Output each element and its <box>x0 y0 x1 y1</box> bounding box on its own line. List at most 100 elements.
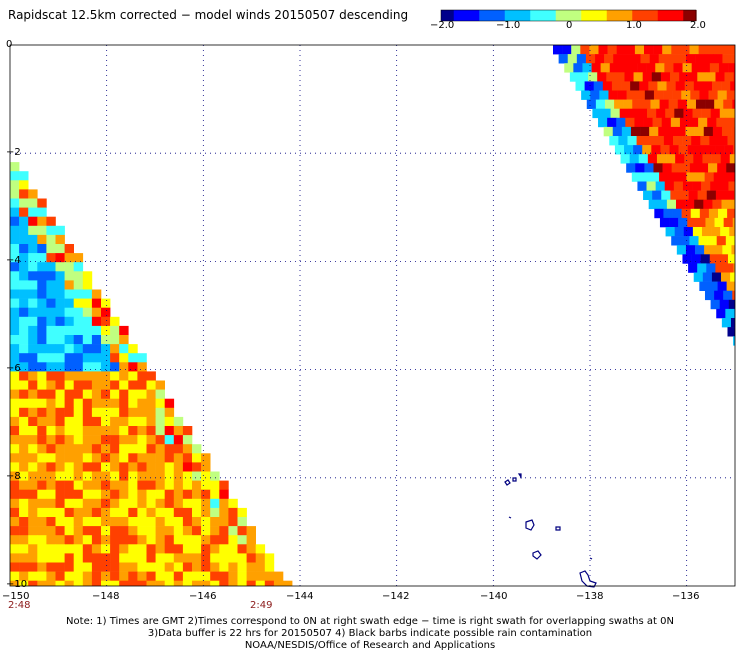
swath-cell <box>82 426 93 436</box>
swath-cell <box>725 236 735 246</box>
swath-cell <box>101 416 111 427</box>
swath-cell <box>164 535 175 545</box>
swath-cell <box>699 90 709 100</box>
swath-cell <box>82 407 93 418</box>
swath-cell <box>55 489 65 500</box>
swath-cell <box>28 189 38 199</box>
swath-cell <box>173 535 184 545</box>
swath-cell <box>678 145 689 155</box>
swath-cell <box>665 108 675 119</box>
swath-cell <box>137 489 147 500</box>
swath-cell <box>128 489 138 500</box>
swath-cell <box>635 90 646 100</box>
swath-cell <box>64 371 74 381</box>
swath-cell <box>37 553 47 563</box>
swath-cell <box>128 416 138 427</box>
swath-cell <box>137 480 147 490</box>
swath-cell <box>10 380 20 390</box>
colorbar-swatch <box>564 10 570 21</box>
swath-cell <box>717 281 727 291</box>
swath-cell <box>219 489 229 500</box>
swath-cell <box>726 90 735 100</box>
swath-cell <box>655 63 665 73</box>
swath-cell <box>219 498 229 509</box>
swath-cell <box>19 444 29 454</box>
swath-cell <box>210 580 220 586</box>
swath-cell <box>702 81 713 91</box>
swath-cell <box>10 234 20 245</box>
swath-cell <box>10 526 20 536</box>
swath-cell <box>710 181 720 191</box>
swath-cell <box>192 462 202 472</box>
swath-cell <box>718 208 728 219</box>
swath-cell <box>91 407 102 418</box>
swath-cell <box>643 117 653 128</box>
swath-cell <box>219 590 228 599</box>
swath-cell <box>110 389 120 399</box>
swath-cell <box>663 208 673 219</box>
map-title: Rapidscat 12.5km corrected − model winds… <box>8 8 409 22</box>
swath-cell <box>718 63 729 73</box>
swath-cell <box>10 480 20 490</box>
swath-cell <box>101 471 111 481</box>
swath-time-left: 2:48 <box>8 600 31 611</box>
swath-cell <box>219 535 229 545</box>
swath-cell <box>724 190 735 200</box>
swath-cell <box>164 571 175 581</box>
swath-cell <box>703 126 714 137</box>
swath-cell <box>642 72 653 82</box>
swath-cell <box>37 544 47 554</box>
swath-cell <box>19 207 29 217</box>
swath-cell <box>73 426 84 436</box>
swath-cell <box>55 389 65 399</box>
swath-cell <box>55 507 65 518</box>
swath-cell <box>182 444 193 454</box>
swath-cell <box>19 480 29 490</box>
swath-cell <box>28 416 38 427</box>
swath-cell <box>37 225 47 236</box>
swath-cell <box>662 163 672 173</box>
swath-cell <box>137 571 147 581</box>
swath-cell <box>598 117 608 128</box>
swath-cell <box>702 154 712 164</box>
colorbar-swatch <box>483 10 489 21</box>
swath-cell <box>73 325 84 336</box>
swath-cell <box>110 544 120 554</box>
colorbar-swatch <box>623 10 629 21</box>
swath-cell <box>37 453 47 463</box>
swath-cell <box>624 145 634 155</box>
swath-cell <box>661 190 671 200</box>
swath-cell <box>64 335 74 345</box>
swath-cell <box>612 126 623 137</box>
swath-cell <box>137 544 147 554</box>
swath-cell <box>237 507 247 518</box>
lon-label: −146 <box>189 591 217 602</box>
swath-cell <box>110 480 120 490</box>
swath-cell <box>660 145 670 155</box>
swath-cell <box>146 462 156 472</box>
swath-cell <box>553 45 563 55</box>
swath-cell <box>558 54 569 64</box>
swath-cell <box>46 489 56 500</box>
swath-cell <box>91 307 102 318</box>
swath-cell <box>707 236 718 246</box>
swath-cell <box>706 263 716 273</box>
swath-cell <box>730 272 735 282</box>
swath-cell <box>644 45 654 55</box>
swath-cell <box>219 544 229 554</box>
swath-cell <box>631 54 641 64</box>
swath-cell <box>711 154 721 164</box>
swath-cell <box>55 271 65 281</box>
swath-cell <box>119 489 129 500</box>
swath-cell <box>10 171 20 181</box>
swath-cell <box>37 571 47 581</box>
swath-cell <box>640 126 650 137</box>
swath-cell <box>639 81 649 91</box>
swath-cell <box>164 517 175 527</box>
swath-cell <box>28 480 38 490</box>
swath-cell <box>55 362 65 372</box>
swath-cell <box>164 553 175 563</box>
swath-cell <box>255 580 266 586</box>
swath-cell <box>720 154 731 164</box>
swath-cell <box>571 45 581 55</box>
